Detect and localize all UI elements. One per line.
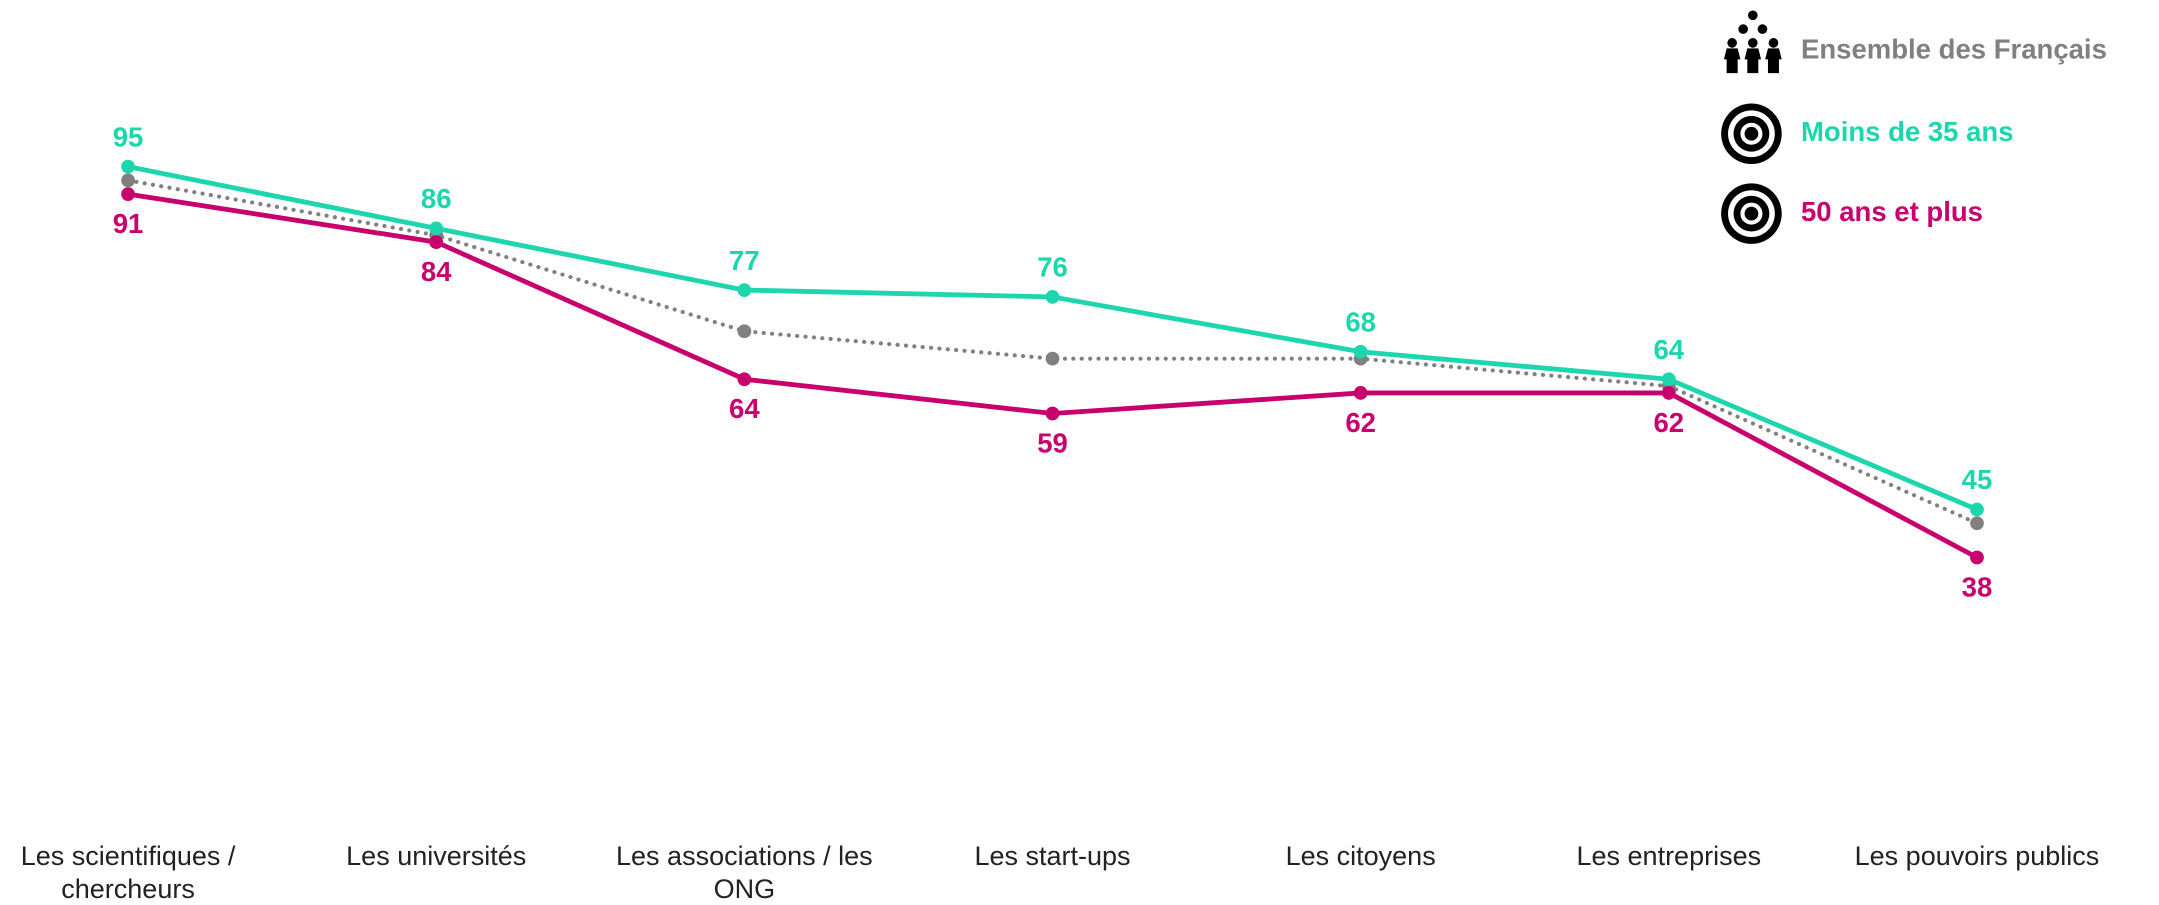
point — [1661, 386, 1676, 400]
point — [1353, 344, 1368, 359]
point — [1970, 502, 1984, 517]
value-label: 45 — [1962, 464, 1993, 495]
icon-part — [1744, 206, 1759, 221]
series-line — [127, 191, 1979, 560]
icon-part — [1744, 48, 1762, 74]
value-label: 86 — [421, 183, 452, 214]
value-label: 91 — [113, 208, 144, 239]
point — [429, 235, 444, 249]
value-label: 62 — [1654, 407, 1685, 438]
point — [121, 173, 135, 188]
icon-part — [1747, 38, 1758, 48]
point — [1045, 406, 1060, 421]
point — [121, 187, 135, 201]
point — [737, 283, 752, 297]
x-tick-label: Les pouvoirs publics — [1854, 840, 2100, 871]
x-tick-label: Les citoyens — [1285, 840, 1436, 871]
value-label: 62 — [1345, 407, 1376, 438]
point — [1045, 290, 1060, 304]
value-label: 64 — [1654, 334, 1685, 365]
value-label: 59 — [1037, 427, 1068, 458]
value-label: 38 — [1962, 571, 1993, 602]
icon-part — [1768, 38, 1779, 48]
point — [1045, 351, 1060, 366]
icon-part — [1747, 10, 1758, 21]
point — [1970, 550, 1984, 565]
x-tick-label: Les entreprises — [1576, 840, 1762, 871]
value-label: 77 — [729, 245, 760, 276]
icon-part — [1738, 24, 1748, 34]
x-tick-label: Les start-ups — [974, 840, 1131, 871]
point — [121, 159, 135, 174]
icon-part — [1744, 126, 1759, 141]
point — [737, 372, 752, 387]
icon-part — [1723, 48, 1741, 74]
value-label: 68 — [1345, 307, 1376, 338]
value-label: 64 — [729, 393, 760, 424]
legend-icon — [1721, 103, 1782, 165]
value-label: 76 — [1037, 252, 1068, 283]
point — [429, 221, 444, 236]
icon-part — [1727, 38, 1737, 48]
x-tick-label: Les universités — [346, 840, 527, 871]
point — [1353, 386, 1368, 400]
icon-part — [1757, 24, 1768, 34]
point — [737, 324, 752, 339]
point — [1970, 516, 1984, 531]
legend-label: Ensemble des Français — [1801, 33, 2107, 64]
x-tick-label: Les associations / les ONG — [616, 840, 873, 904]
legend-icon — [1721, 183, 1782, 244]
value-label: 84 — [421, 256, 452, 287]
icon-part — [1765, 48, 1782, 74]
value-label: 95 — [113, 121, 144, 152]
legend-icon — [1723, 10, 1782, 74]
point — [1661, 372, 1676, 387]
legend-label: 50 ans et plus — [1801, 196, 1983, 227]
legend-label: Moins de 35 ans — [1801, 116, 2014, 147]
x-tick-label: Les scientifiques / chercheurs — [20, 840, 236, 904]
